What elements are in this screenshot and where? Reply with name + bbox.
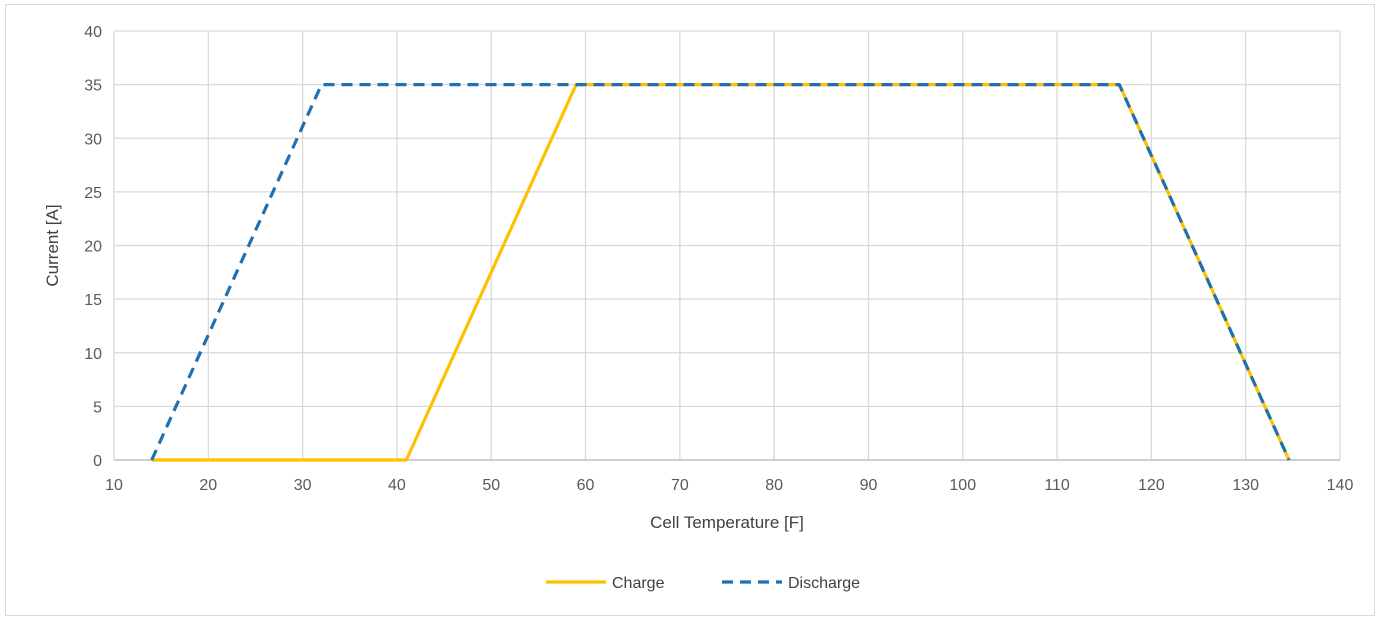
- x-tick-label: 100: [949, 477, 976, 494]
- legend-label-charge: Charge: [612, 575, 665, 592]
- x-tick-label: 90: [860, 477, 878, 494]
- x-tick-label: 70: [671, 477, 689, 494]
- legend-label-discharge: Discharge: [788, 575, 860, 592]
- x-tick-label: 60: [577, 477, 595, 494]
- y-tick-label: 0: [93, 453, 102, 470]
- x-axis-title: Cell Temperature [F]: [650, 513, 804, 532]
- gridlines: [114, 31, 1340, 460]
- series-lines: [152, 85, 1289, 460]
- y-tick-label: 20: [84, 239, 102, 256]
- x-tick-label: 20: [199, 477, 217, 494]
- x-tick-label: 10: [105, 477, 123, 494]
- y-tick-label: 40: [84, 24, 102, 41]
- series-line-charge: [152, 85, 1289, 460]
- y-tick-label: 5: [93, 399, 102, 416]
- y-axis-title: Current [A]: [43, 204, 62, 286]
- x-tick-label: 120: [1138, 477, 1165, 494]
- tick-labels: 10 20 30 40 50 60 70 80 90 100 110 120 130 140 0 5 10 15 2…: [84, 24, 1353, 494]
- x-tick-label: 40: [388, 477, 406, 494]
- x-tick-label: 140: [1327, 477, 1354, 494]
- x-tick-label: 50: [482, 477, 500, 494]
- x-tick-label: 110: [1044, 477, 1070, 494]
- y-tick-label: 30: [84, 131, 102, 148]
- y-tick-label: 10: [84, 346, 102, 363]
- legend: Charge Discharge: [546, 575, 860, 592]
- series-line-discharge: [152, 85, 1289, 460]
- y-tick-label: 15: [84, 292, 102, 309]
- y-tick-label: 25: [84, 185, 102, 202]
- x-tick-label: 80: [765, 477, 783, 494]
- x-tick-label: 130: [1232, 477, 1259, 494]
- x-tick-label: 30: [294, 477, 312, 494]
- chart-frame: 10 20 30 40 50 60 70 80 90 100 110 120 130 140 0 5 10 15 2…: [5, 4, 1375, 616]
- y-tick-label: 35: [84, 78, 102, 95]
- line-chart: 10 20 30 40 50 60 70 80 90 100 110 120 130 140 0 5 10 15 2…: [6, 5, 1374, 615]
